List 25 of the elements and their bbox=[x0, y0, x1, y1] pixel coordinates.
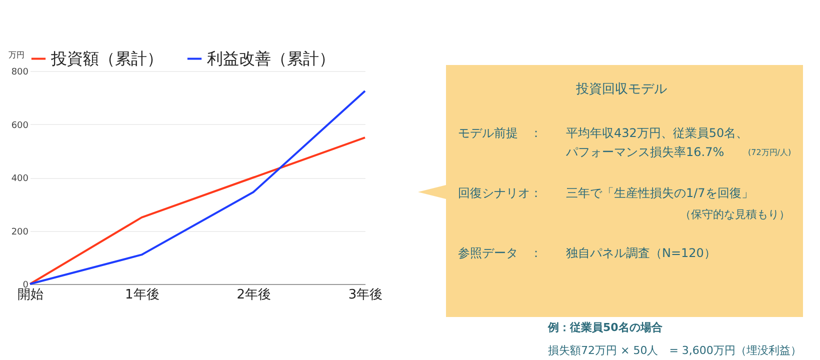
text: 独自パネル調査（N=120） bbox=[566, 245, 716, 262]
text: モデル前提 ： bbox=[458, 125, 542, 142]
text: 投資回収モデル bbox=[576, 81, 667, 98]
x-tick-label: 1年後 bbox=[125, 288, 160, 302]
y-tick-label: 400 bbox=[11, 174, 29, 184]
text: 回復シナリオ： bbox=[458, 185, 542, 202]
y-tick-label: 600 bbox=[11, 120, 29, 131]
x-tick-label: 2年後 bbox=[236, 288, 271, 302]
y-axis-title: 万円 bbox=[8, 50, 24, 60]
text: 参照データ ： bbox=[458, 245, 542, 262]
x-tick-label: 開始 bbox=[18, 288, 44, 302]
text: （保守的な見積もり） bbox=[680, 207, 790, 222]
text: (72万円/人) bbox=[748, 147, 792, 158]
text: 平均年収432万円、従業員50名、 bbox=[566, 125, 748, 142]
text: 三年で「生産性損失の1/7を回復」 bbox=[566, 185, 754, 202]
line-series bbox=[29, 136, 366, 285]
line-series bbox=[29, 90, 366, 285]
y-tick-label: 200 bbox=[11, 227, 29, 238]
legend-label: 投資額（累計） bbox=[50, 48, 163, 68]
text: パフォーマンス損失率16.7% bbox=[566, 144, 724, 161]
legend-label: 利益改善（累計） bbox=[207, 48, 335, 68]
text: 例：従業員50名の場合 bbox=[548, 320, 662, 335]
x-tick-label: 3年後 bbox=[348, 288, 383, 302]
y-tick-label: 800 bbox=[11, 68, 29, 78]
text: 損失額72万円 × 50人 = 3,600万円（埋没利益） bbox=[548, 343, 802, 358]
